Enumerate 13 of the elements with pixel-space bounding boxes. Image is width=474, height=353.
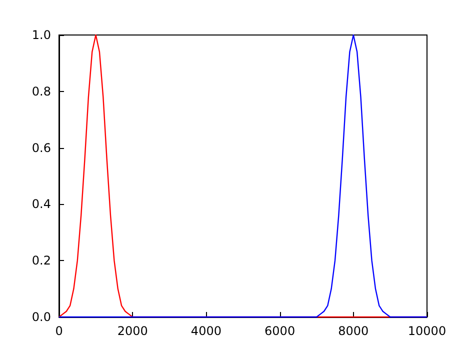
line-series	[58, 34, 428, 318]
y-tick-label: 0.2	[32, 254, 51, 268]
y-tick-label: 0.0	[32, 310, 51, 324]
x-tick-label: 10000	[408, 324, 446, 338]
y-tick-label: 1.0	[32, 28, 51, 42]
x-tick-label: 8000	[338, 324, 369, 338]
y-tick-label: 0.8	[32, 84, 51, 98]
y-tick-label: 0.6	[32, 140, 51, 155]
y-tick-label: 0.4	[32, 197, 51, 212]
x-tick-label: 0	[55, 324, 63, 338]
x-tick-label: 2000	[117, 324, 148, 338]
x-tick-label: 6000	[264, 324, 296, 338]
x-tick-label: 4000	[190, 324, 222, 338]
